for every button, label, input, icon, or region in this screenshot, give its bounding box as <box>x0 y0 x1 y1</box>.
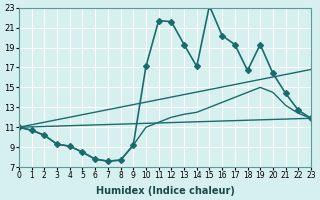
X-axis label: Humidex (Indice chaleur): Humidex (Indice chaleur) <box>96 186 235 196</box>
